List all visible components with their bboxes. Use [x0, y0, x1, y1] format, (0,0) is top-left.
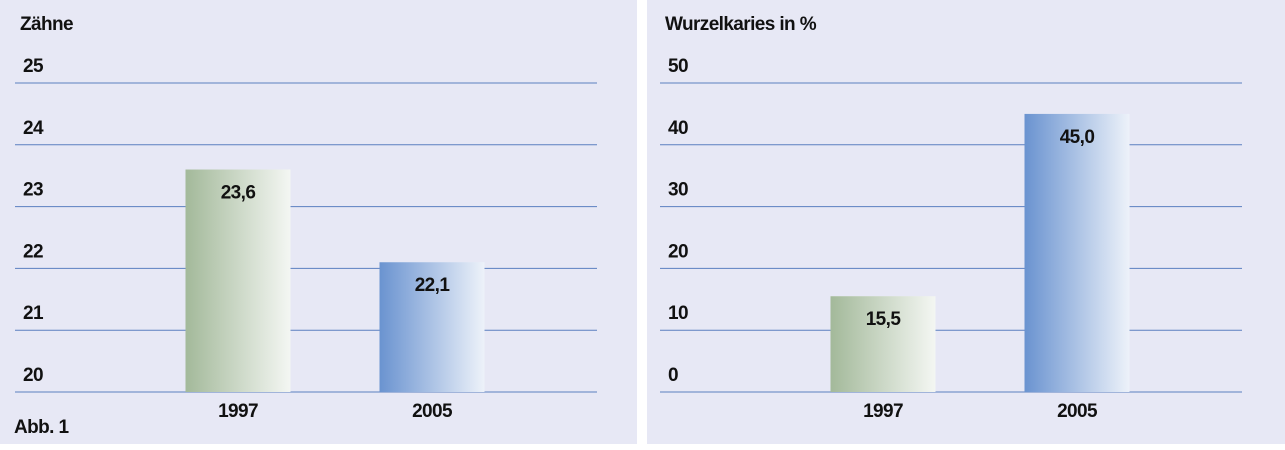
value-label: 15,5 [866, 309, 902, 330]
bar [379, 262, 485, 392]
y-tick-label: 21 [23, 303, 44, 324]
x-tick-label: 2005 [412, 401, 453, 422]
value-label: 22,1 [415, 275, 451, 296]
caption: Abb. 1 [14, 417, 69, 438]
y-tick-label: 50 [668, 56, 688, 77]
x-tick-label: 1997 [218, 401, 258, 422]
x-tick-label: 1997 [863, 401, 903, 422]
y-tick-label: 0 [668, 365, 678, 386]
y-tick-label: 20 [23, 365, 43, 386]
y-tick-label: 23 [23, 180, 43, 201]
y-tick-label: 25 [23, 56, 44, 77]
bar [185, 169, 291, 392]
y-tick-label: 20 [668, 241, 688, 262]
y-tick-label: 10 [668, 303, 688, 324]
y-tick-label: 22 [23, 241, 43, 262]
panel [647, 0, 1285, 444]
value-label: 23,6 [221, 183, 256, 204]
y-tick-label: 40 [668, 118, 688, 139]
y-axis-label: Wurzelkaries in % [665, 14, 817, 35]
panel [0, 0, 637, 444]
bar [830, 296, 936, 392]
y-tick-label: 24 [23, 118, 44, 139]
bar [1024, 113, 1130, 393]
value-label: 45,0 [1060, 127, 1095, 148]
y-axis-label: Zähne [20, 14, 73, 35]
x-tick-label: 2005 [1057, 401, 1098, 422]
y-tick-label: 30 [668, 180, 688, 201]
